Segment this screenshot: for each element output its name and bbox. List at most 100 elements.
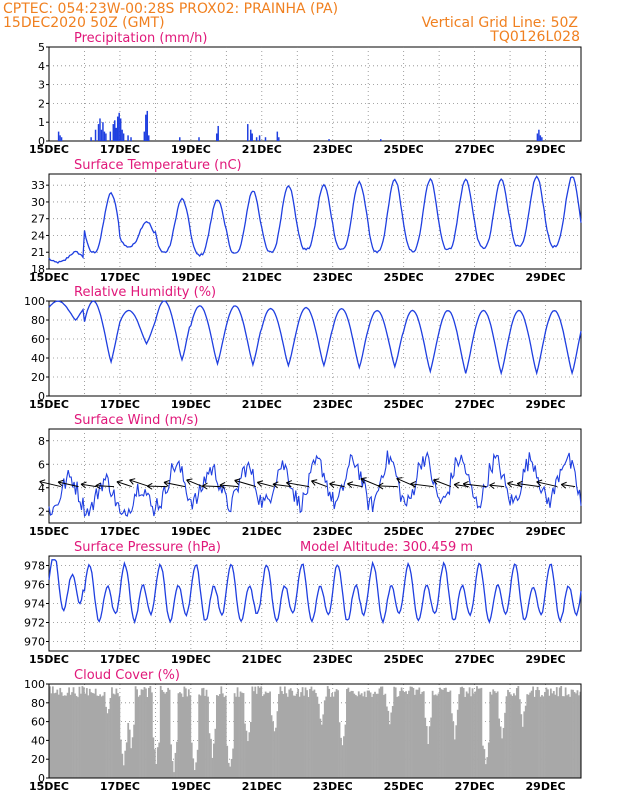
wind-arrowhead: [347, 481, 354, 485]
panel-title: Surface Wind (m/s): [74, 413, 198, 428]
wind-arrowhead: [234, 478, 241, 481]
wind-arrow: [57, 481, 79, 488]
cloud-bar: [446, 691, 449, 778]
wind-arrowhead: [396, 478, 401, 484]
cloud-bar: [510, 694, 512, 778]
x-tick-label: 15DEC: [29, 271, 69, 284]
y-tick-label: 20: [31, 753, 45, 766]
x-tick-label: 19DEC: [171, 780, 211, 793]
cloud-bar: [105, 706, 107, 778]
x-tick-label: 19DEC: [171, 271, 211, 284]
y-tick-label: 80: [31, 697, 45, 710]
x-tick-label: 19DEC: [171, 525, 211, 538]
cloud-bar: [152, 737, 155, 778]
cloud-bar: [331, 693, 334, 778]
cloud-bar: [473, 693, 475, 778]
cloud-bar: [298, 696, 301, 778]
cloud-bar: [322, 714, 325, 778]
cloud-bar: [496, 691, 499, 778]
wind-arrowhead: [489, 482, 496, 486]
header-station: CPTEC: 054:23W-00:28S PROX02: PRAINHA (P…: [3, 1, 338, 17]
cloud-bar: [260, 686, 263, 778]
x-tick-label: 29DEC: [526, 780, 566, 793]
cloud-bar: [66, 692, 69, 778]
cloud-bar: [242, 693, 245, 778]
cloud-bar: [275, 727, 277, 778]
cloud-bar: [387, 710, 390, 778]
wind-arrowhead: [116, 479, 123, 483]
cloud-bar: [158, 742, 161, 778]
cloud-bar: [452, 721, 455, 778]
panel-title: Surface Temperature (nC): [74, 158, 242, 173]
cloud-bar: [168, 689, 171, 778]
cloud-bar: [405, 691, 407, 778]
wind-arrowhead: [507, 480, 514, 484]
cloud-bar: [371, 696, 373, 778]
precip-bar: [328, 139, 330, 141]
cloud-bar: [51, 686, 54, 778]
cloud-bar: [400, 687, 403, 778]
y-tick-label: 0: [38, 390, 45, 403]
gridlines: [49, 556, 581, 651]
cloud-bar: [239, 691, 242, 778]
cloud-bar: [291, 690, 294, 778]
wind-arrow: [329, 483, 345, 488]
cloud-bar: [171, 761, 174, 778]
cloud-bar: [217, 695, 220, 778]
plot-frame: [48, 46, 582, 142]
cloud-bar: [136, 689, 138, 778]
cloud-bar: [572, 689, 574, 778]
wind-arrowhead: [80, 481, 87, 485]
precip-bar: [114, 120, 116, 141]
cloud-bar: [548, 695, 551, 778]
cloud-bar: [575, 693, 577, 778]
header-date: 15DEC2020 50Z (GMT): [3, 15, 165, 31]
cloud-bar: [195, 762, 198, 778]
cloud-bar: [495, 692, 498, 778]
cloud-bar: [173, 772, 175, 778]
cloud-bar: [143, 687, 146, 778]
wind-arrow: [95, 485, 115, 488]
wind-arrowhead: [129, 479, 134, 485]
precip-bar: [536, 133, 539, 141]
precip-bar: [118, 112, 120, 141]
cloud-bar: [251, 686, 254, 778]
cloud-bar: [96, 695, 99, 778]
wind-arrowhead: [95, 482, 102, 487]
x-tick-label: 23DEC: [313, 271, 353, 284]
cloud-bar: [445, 687, 447, 778]
wind-arrowhead: [453, 481, 460, 485]
cloud-bar: [230, 758, 233, 778]
cloud-bar: [270, 715, 273, 778]
cloud-bar: [164, 693, 167, 778]
wind-arrow: [163, 481, 186, 488]
cloud-bar: [310, 686, 313, 778]
wind-arrow: [116, 481, 132, 488]
cloud-bar: [440, 689, 443, 778]
cloud-bar: [122, 765, 125, 778]
cloud-bar: [504, 712, 506, 778]
panel-cloud: 0 20 40 60 80 100 15DEC 17DEC 19DEC 21DEC 23DEC 25D…: [24, 668, 582, 793]
cloud-bar: [458, 694, 461, 778]
wind-arrow: [360, 478, 381, 488]
x-tick-label: 15DEC: [29, 143, 69, 156]
cloud-bar: [94, 688, 97, 778]
cloud-bar: [111, 687, 113, 778]
precip-bar: [109, 131, 112, 141]
cloud-bar: [424, 717, 427, 778]
cloud-bar: [437, 693, 440, 778]
x-tick-label: 23DEC: [313, 398, 353, 411]
cloud-bar: [264, 691, 267, 778]
cloud-bar: [63, 695, 66, 778]
cloud-bar: [366, 690, 369, 778]
precip-bar: [249, 129, 252, 141]
cloud-bar: [501, 738, 503, 778]
x-tick-label: 27DEC: [455, 271, 495, 284]
precip-bar: [247, 124, 249, 141]
cloud-bar: [338, 722, 341, 778]
cloud-bar: [523, 711, 526, 778]
cloud-bar: [465, 691, 468, 778]
cloud-bar: [315, 692, 317, 778]
cloud-bar: [57, 694, 60, 778]
cloud-bar: [317, 703, 320, 778]
